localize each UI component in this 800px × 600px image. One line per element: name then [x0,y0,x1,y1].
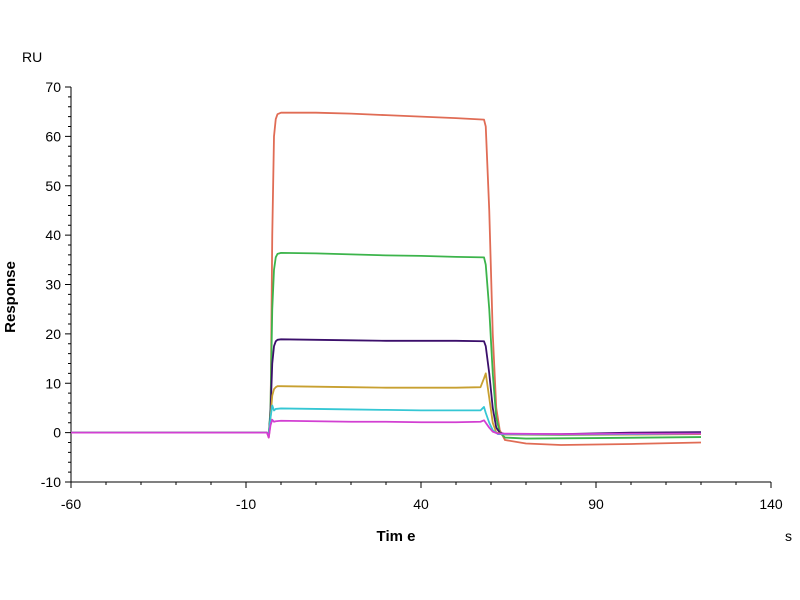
y-unit-label: RU [22,49,42,65]
y-tick-label: 70 [45,79,61,95]
y-tick-label: 50 [45,178,61,194]
x-axis-title: Tim e [377,528,416,545]
y-tick-label: 0 [53,425,61,441]
series-line-5 [71,404,702,436]
y-tick-label: 30 [45,277,61,293]
x-unit-label: s [785,528,792,544]
series-line-1 [71,111,702,446]
y-tick-label: 10 [45,375,61,391]
x-tick-label: -10 [236,496,256,512]
y-axis-title: Response [2,261,19,333]
x-tick-label: -60 [61,496,81,512]
y-tick-label: 60 [45,128,61,144]
series-line-6 [71,418,701,439]
x-tick-label: 140 [759,496,783,512]
y-tick-label: -10 [41,474,61,490]
y-tick-label: 20 [45,326,61,342]
x-tick-label: 90 [588,496,604,512]
y-tick-label: 40 [45,227,61,243]
x-tick-label: 40 [413,496,429,512]
series-line-4 [71,372,702,436]
series-group [71,111,702,446]
y-ticks: -10 0 10 20 30 40 50 60 70 [41,79,71,490]
x-ticks: -60 -10 40 90 140 [61,482,783,512]
